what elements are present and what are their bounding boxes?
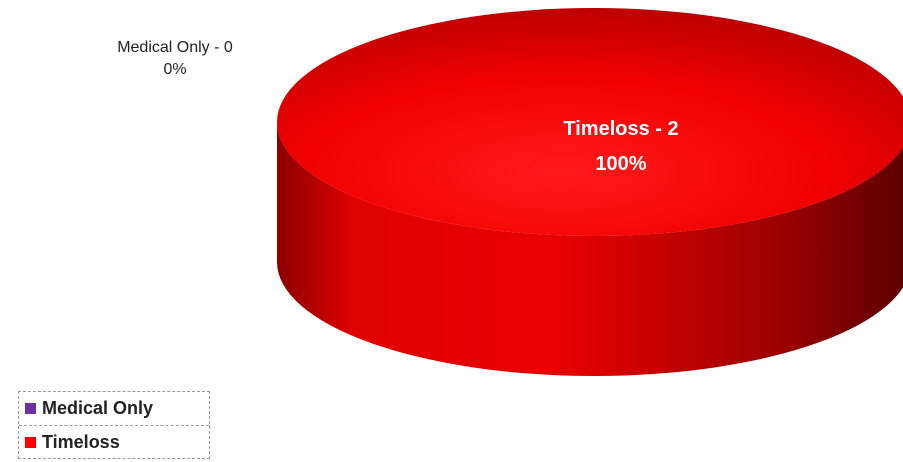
pie-side-wall: [277, 122, 903, 376]
data-label-timeloss-percent: 100%: [595, 153, 646, 175]
legend-label-timeloss: Timeloss: [42, 431, 120, 452]
legend-item-timeloss[interactable]: Timeloss: [19, 425, 209, 458]
data-label-medical-only-percent: 0%: [163, 61, 187, 78]
legend: Medical Only Timeloss: [18, 391, 210, 459]
data-label-timeloss: Timeloss - 2: [563, 118, 678, 140]
legend-label-medical-only: Medical Only: [42, 398, 154, 418]
pie-slice-timeloss[interactable]: [277, 8, 903, 236]
legend-swatch-medical-only: [25, 403, 36, 414]
data-label-medical-only: Medical Only - 0 0%: [70, 37, 280, 81]
legend-item-medical-only[interactable]: Medical Only: [19, 392, 209, 425]
pie-marks: [277, 8, 903, 376]
data-label-medical-only-value: Medical Only - 0: [117, 39, 233, 56]
legend-swatch-timeloss: [25, 436, 36, 448]
